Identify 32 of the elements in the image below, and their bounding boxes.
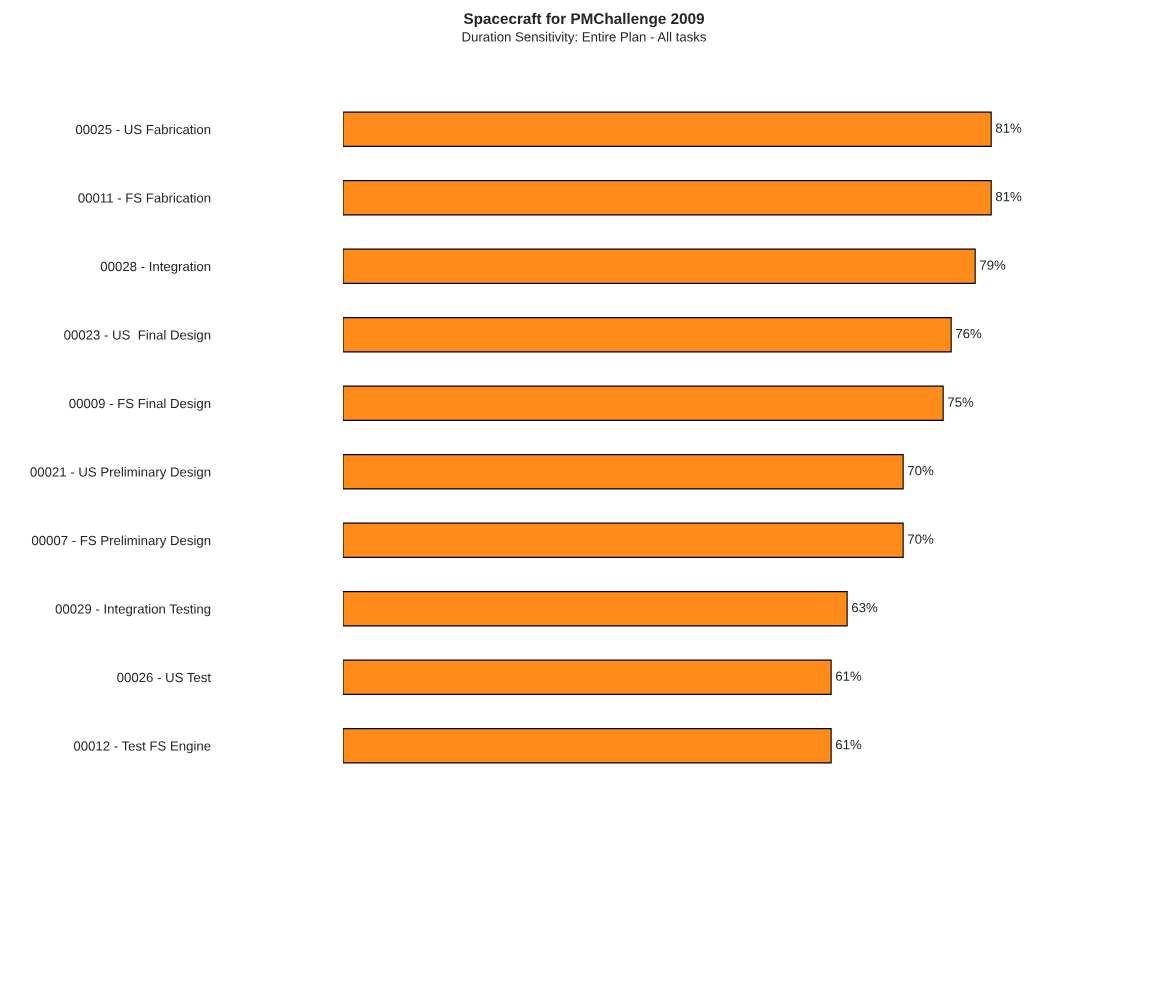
chart-subtitle: Duration Sensitivity: Entire Plan - All tasks — [462, 31, 706, 45]
data-label: 63% — [851, 602, 878, 613]
data-label: 70% — [908, 534, 934, 544]
y-tick-label: 00025 - US Fabrication — [75, 124, 211, 135]
y-tick-label: 00012 - Test FS Engine — [73, 740, 211, 754]
data-label: 76% — [956, 328, 982, 339]
y-tick-label: 00007 - FS Preliminary Design — [31, 535, 211, 548]
data-label: 79% — [980, 260, 1006, 270]
bar — [343, 591, 848, 627]
bar — [343, 248, 976, 284]
data-label: 70% — [908, 465, 934, 476]
bar — [343, 728, 832, 764]
data-label: 75% — [948, 397, 974, 407]
bar — [343, 111, 992, 147]
data-label: 81% — [995, 123, 1022, 133]
y-tick-label: 00023 - US Final Design — [64, 329, 211, 343]
bar — [343, 317, 952, 353]
bar — [343, 454, 904, 490]
y-tick-label: 00029 - Integration Testing — [55, 603, 211, 617]
y-tick-label: 00021 - US Preliminary Design — [30, 466, 211, 480]
chart-title: Spacecraft for PMChallenge 2009 — [463, 12, 705, 28]
data-label: 61% — [835, 671, 862, 681]
y-tick-label: 00011 - FS Fabrication — [78, 192, 211, 203]
bar — [343, 385, 944, 421]
y-tick-label: 00026 - US Test — [117, 672, 211, 683]
data-label: 61% — [835, 739, 862, 750]
bar — [343, 659, 832, 695]
bar — [343, 180, 992, 216]
y-tick-label: 00009 - FS Final Design — [69, 398, 211, 411]
data-label: 81% — [995, 191, 1022, 202]
bar — [343, 522, 904, 558]
y-tick-label: 00028 - Integration — [100, 261, 211, 274]
